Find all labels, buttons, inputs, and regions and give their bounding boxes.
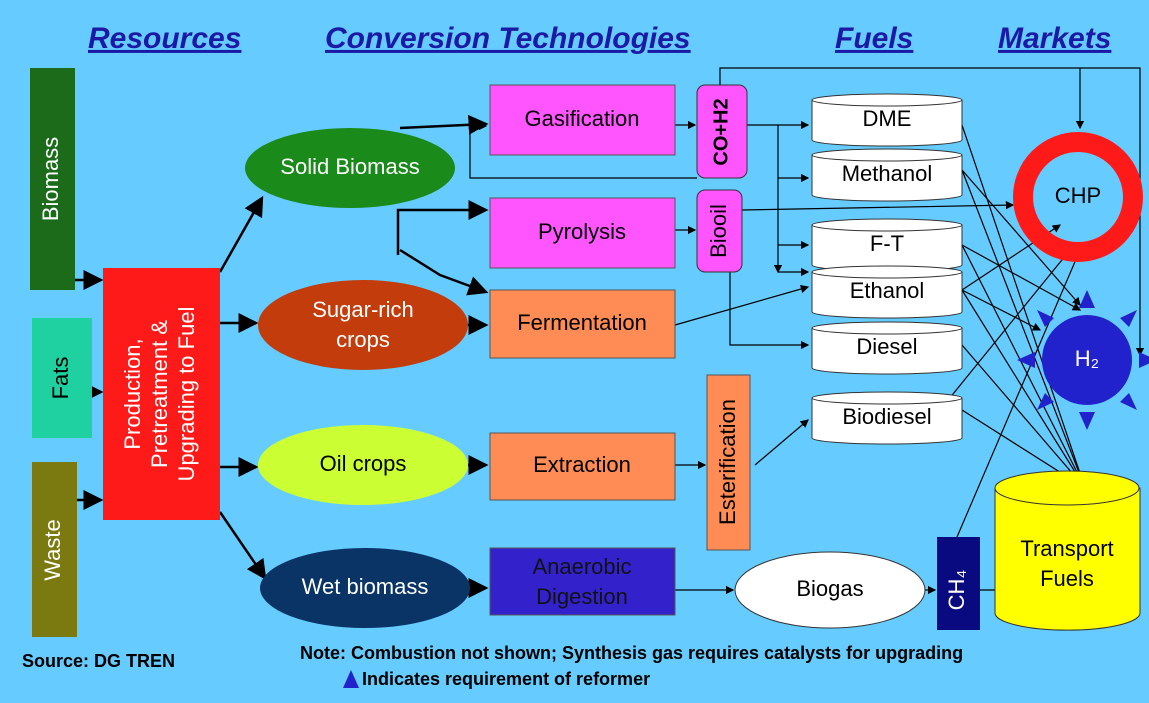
fuel-label: Biodiesel <box>842 404 931 429</box>
chp-ring <box>1013 132 1143 262</box>
fuel-cylinder-top <box>811 148 963 162</box>
source: Source: DG TREN <box>22 651 175 671</box>
resource-label: Biomass <box>38 137 63 221</box>
transport-cylinder <box>994 487 1141 631</box>
market-label: Fuels <box>1040 566 1094 591</box>
biomass-box <box>30 68 75 290</box>
sugar-crops <box>258 280 468 370</box>
feedstock-label: Sugar-rich <box>312 297 413 322</box>
fats-box <box>32 318 92 438</box>
technologies: Gasification Pyrolysis Fermentation Extr… <box>489 84 751 616</box>
esterification-box <box>706 374 751 551</box>
production-label: Upgrading to Fuel <box>174 307 199 482</box>
note: Indicates requirement of reformer <box>362 669 650 689</box>
feedstock-label: Oil crops <box>320 451 407 476</box>
oil-crops <box>258 425 468 505</box>
gasification-box <box>489 84 676 156</box>
technology-label: Fermentation <box>517 310 647 335</box>
fuel-cylinder-top <box>811 218 963 232</box>
fuel-cylinder-top <box>811 265 963 279</box>
technology-label: Pyrolysis <box>538 219 626 244</box>
technology-label: Extraction <box>533 452 631 477</box>
technology-label: Anaerobic <box>532 554 631 579</box>
fuel-cylinder-top <box>811 93 963 107</box>
reformer-triangles <box>1017 290 1149 430</box>
resource-label: Fats <box>48 357 73 400</box>
note: Note: Combustion not shown; Synthesis ga… <box>300 643 963 663</box>
technology-label: Gasification <box>525 106 640 131</box>
wet-biomass <box>260 548 470 628</box>
feedstock-label: Solid Biomass <box>280 154 419 179</box>
headers: Resources Conversion Technologies Fuels … <box>88 22 1111 55</box>
waste-box <box>32 462 77 637</box>
technology-label: CO+H2 <box>710 98 732 165</box>
technology-label: Digestion <box>536 584 628 609</box>
fuel-label: DME <box>863 106 912 131</box>
feedstock-label: Wet biomass <box>302 574 429 599</box>
reformer-icon <box>343 670 359 688</box>
technology-label: Biooil <box>706 204 731 258</box>
fuel-label: Diesel <box>856 334 917 359</box>
fermentation-box <box>489 289 676 359</box>
fuel-cylinder <box>811 327 963 375</box>
ch4-box <box>937 537 980 630</box>
biogas-ellipse <box>734 551 926 629</box>
production-label: Production, <box>120 338 145 449</box>
biooil-box <box>696 189 743 273</box>
fuel-cylinder-top <box>811 391 963 405</box>
fuels: DME Methanol F-T Ethanol Diesel Biodiesel Biog… <box>734 93 963 629</box>
fuel-label: Methanol <box>842 161 933 186</box>
cog-box <box>696 84 748 179</box>
markets: CHP H₂ Transport Fuels CH₄ <box>937 132 1149 631</box>
market-label: H₂ <box>1075 346 1099 371</box>
feedstocks: Solid Biomass Sugar-rich crops Oil crops… <box>245 128 470 628</box>
pyrolysis-box <box>489 197 676 269</box>
h2-circle <box>1042 315 1132 405</box>
header: Fuels <box>835 22 913 55</box>
fuel-cylinder <box>811 397 963 445</box>
fuel-cylinder <box>811 99 963 147</box>
fuel-cylinder-top <box>811 321 963 335</box>
fuel-label: F-T <box>870 231 904 256</box>
fuel-label: Biogas <box>796 576 863 601</box>
market-label: Transport <box>1020 536 1113 561</box>
fuel-cylinder <box>811 271 963 319</box>
header: Resources <box>88 22 241 55</box>
solid-biomass <box>245 128 455 208</box>
resource-label: Waste <box>40 519 65 581</box>
technology-label: Esterification <box>715 399 740 525</box>
extraction-box <box>489 432 676 501</box>
production-label: Pretreatment & <box>147 320 172 468</box>
feedstock-label: crops <box>336 327 390 352</box>
fuel-label: Ethanol <box>850 278 925 303</box>
transport-cylinder-top <box>994 470 1140 506</box>
fuel-cylinder <box>811 154 963 202</box>
fuel-label: CH₄ <box>944 570 969 611</box>
resources: Biomass Fats Waste Production, Pretreatm… <box>30 68 220 637</box>
anaerobic-box <box>489 547 676 616</box>
header: Markets <box>998 22 1111 55</box>
production-box <box>103 268 220 520</box>
market-label: CHP <box>1055 183 1101 208</box>
footer: Source: DG TREN Note: Combustion not sho… <box>22 643 963 689</box>
header: Conversion Technologies <box>325 22 691 55</box>
